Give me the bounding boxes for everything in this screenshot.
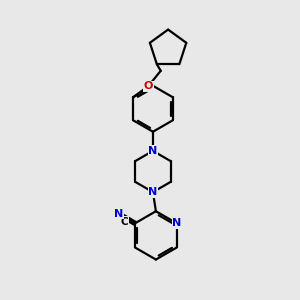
Text: N: N [172, 218, 182, 228]
Text: N: N [148, 146, 158, 156]
Text: O: O [144, 81, 153, 91]
Text: C: C [121, 217, 128, 227]
Text: N: N [148, 187, 158, 197]
Text: N: N [114, 209, 123, 219]
